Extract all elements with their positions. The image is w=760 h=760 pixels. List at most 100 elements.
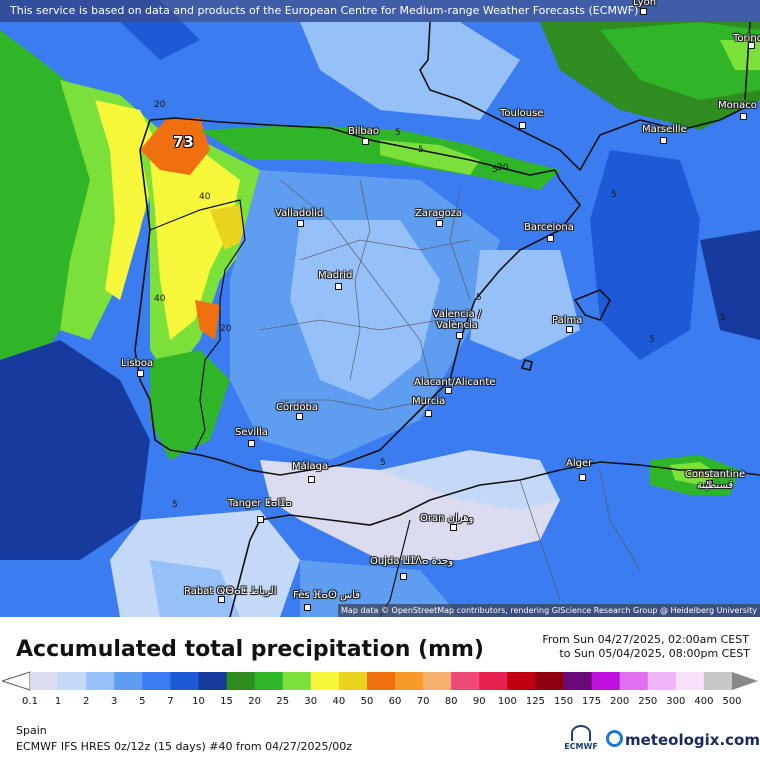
city-label-rabat: Rabat ⵕⴱⴰⵟ الرباط — [184, 586, 277, 597]
legend-tick-label: 2 — [82, 696, 90, 707]
legend-tick-label: 300 — [666, 696, 686, 707]
legend-tick-label: 3 — [111, 696, 118, 707]
map-attribution: Map data © OpenStreetMap contributors, r… — [338, 604, 760, 617]
legend-color-cell — [142, 672, 171, 690]
city-label-torino: Torino — [733, 33, 760, 44]
ecmwf-notice: This service is based on data and produc… — [0, 0, 760, 22]
contour-label: 5 — [395, 128, 401, 138]
map-canvas — [0, 0, 760, 617]
city-marker — [308, 476, 315, 483]
period-to: to Sun 05/04/2025, 08:00pm CEST — [559, 647, 750, 660]
city-label-sevilla: Sevilla — [235, 427, 268, 438]
legend-color-cell — [254, 672, 284, 690]
contour-label: 20 — [220, 324, 232, 334]
city-label-constantine: Constantine قسنطينة — [684, 469, 746, 491]
contour-label: 5 — [172, 500, 178, 510]
legend-color-cell — [703, 672, 733, 690]
meteologix-ring-icon — [606, 730, 623, 747]
contour-label: 5 — [380, 458, 386, 468]
legend-tick-label: 150 — [553, 696, 574, 707]
legend-tick-label: 200 — [610, 696, 630, 707]
contour-label: 5 — [720, 313, 726, 323]
color-scale-bar — [2, 671, 758, 691]
ecmwf-logo: ECMWF — [561, 725, 601, 751]
city-marker — [660, 137, 667, 144]
legend-color-cell — [114, 672, 143, 690]
city-marker — [450, 524, 457, 531]
meteologix-logo-text: meteologix.com — [625, 731, 760, 749]
legend-tick-label: 7 — [167, 696, 174, 707]
legend-color-cell — [423, 672, 452, 690]
legend-panel: Accumulated total precipitation (mm) Fro… — [0, 617, 760, 760]
city-label-zaragoza: Zaragoza — [415, 208, 463, 219]
city-label-valencia: Valencia / València — [432, 309, 482, 331]
city-marker — [362, 138, 369, 145]
legend-color-cell — [338, 672, 368, 690]
city-marker — [248, 440, 255, 447]
legend-color-cell — [647, 672, 677, 690]
city-marker — [297, 220, 304, 227]
city-label-alger: Alger — [566, 458, 593, 469]
city-label-monaco: Monaco — [718, 100, 757, 111]
legend-tick-label: 20 — [248, 696, 261, 707]
contour-label: 5 — [476, 293, 482, 303]
legend-tick-label: 100 — [497, 696, 517, 707]
meteologix-logo[interactable]: meteologix.com — [606, 730, 760, 749]
legend-color-cell — [591, 672, 621, 690]
contour-label: 40 — [199, 192, 211, 202]
region-label: Spain — [16, 724, 47, 737]
legend-color-cell — [58, 672, 87, 690]
city-marker — [748, 42, 755, 49]
legend-tick-label: 5 — [139, 696, 146, 707]
city-marker — [304, 604, 311, 611]
city-marker — [456, 332, 463, 339]
city-label-toulouse: Toulouse — [500, 108, 544, 119]
city-label-bilbao: Bilbao — [348, 126, 380, 137]
legend-color-cell — [86, 672, 115, 690]
contour-label: 5 — [418, 145, 424, 155]
city-label-fes: Fès ⴼⴰⵙ فاس — [293, 590, 361, 601]
city-label-cordoba: Córdoba — [276, 402, 318, 413]
city-label-lisboa: Lisboa — [121, 358, 154, 369]
city-marker — [257, 516, 264, 523]
legend-color-cell — [451, 672, 480, 690]
legend-tick-label: 60 — [388, 696, 402, 707]
legend-tick-label: 50 — [360, 696, 374, 707]
city-marker — [218, 596, 225, 603]
ecmwf-mark-icon — [571, 725, 591, 741]
legend-tick-label: 175 — [582, 696, 602, 707]
precipitation-map[interactable]: This service is based on data and produc… — [0, 0, 760, 617]
legend-color-cell — [170, 672, 199, 690]
city-marker — [547, 235, 554, 242]
city-label-tanger: Tanger ⵟⴰⵏⵊⴰ — [228, 498, 292, 509]
borders — [134, 21, 760, 617]
city-label-malaga: Málaga — [292, 461, 329, 472]
city-marker — [706, 480, 713, 487]
legend-tick-label: 90 — [472, 696, 486, 707]
city-label-oujda: Oujda ⵡⵊⴷⴰ وجدة — [370, 556, 454, 567]
legend-color-cell — [535, 672, 565, 690]
city-marker — [640, 8, 647, 15]
city-label-valladolid: Valladolid — [275, 208, 324, 219]
max-precip-label: 73 — [173, 133, 194, 151]
city-label-oran: Oran وهران — [420, 513, 474, 524]
contour-label: 40 — [154, 294, 166, 304]
city-marker — [566, 326, 573, 333]
city-marker — [425, 410, 432, 417]
legend-color-cell — [563, 672, 593, 690]
contour-label: 5 — [492, 165, 498, 175]
legend-tick-label: 1 — [54, 696, 62, 707]
city-marker — [400, 573, 407, 580]
legend-tick-label: 30 — [304, 696, 318, 707]
legend-color-cell — [479, 672, 508, 690]
legend-tick-label: 500 — [722, 696, 742, 707]
color-scale-ticks: 0.1 1 2 3 5 7 10 15 20 25 30 40 50 60 70 80 90 100 125 150 1… — [0, 696, 760, 710]
legend-color-cell — [30, 672, 59, 690]
forecast-period: From Sun 04/27/2025, 02:00am CEST to Sun… — [542, 633, 750, 661]
contour-label: 20 — [154, 100, 166, 110]
city-marker — [436, 220, 443, 227]
admin-lines — [259, 179, 641, 601]
legend-tick-label: 70 — [416, 696, 430, 707]
legend-color-cell — [619, 672, 649, 690]
legend-tick-label: 400 — [694, 696, 714, 707]
